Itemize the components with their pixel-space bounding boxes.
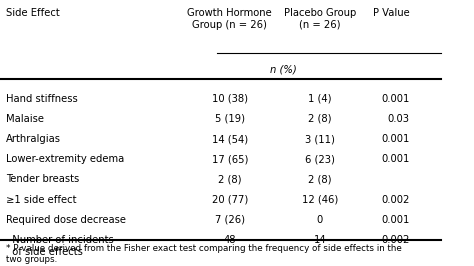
Text: 0.001: 0.001 <box>382 215 410 225</box>
Text: Lower-extremity edema: Lower-extremity edema <box>6 154 124 164</box>
Text: 14 (54): 14 (54) <box>212 134 248 144</box>
Text: 3 (11): 3 (11) <box>305 134 335 144</box>
Text: 17 (65): 17 (65) <box>211 154 248 164</box>
Text: Tender breasts: Tender breasts <box>6 174 79 184</box>
Text: 5 (19): 5 (19) <box>215 114 245 124</box>
Text: 14: 14 <box>313 235 326 245</box>
Text: 12 (46): 12 (46) <box>301 195 338 205</box>
Text: P Value: P Value <box>373 7 410 18</box>
Text: 7 (26): 7 (26) <box>215 215 245 225</box>
Text: 20 (77): 20 (77) <box>211 195 248 205</box>
Text: 0.001: 0.001 <box>382 94 410 104</box>
Text: n (%): n (%) <box>270 64 297 74</box>
Text: 0: 0 <box>317 215 323 225</box>
Text: Arthralgias: Arthralgias <box>6 134 61 144</box>
Text: 2 (8): 2 (8) <box>308 174 331 184</box>
Text: Required dose decrease: Required dose decrease <box>6 215 126 225</box>
Text: 0.002: 0.002 <box>382 235 410 245</box>
Text: 2 (8): 2 (8) <box>308 114 331 124</box>
Text: 10 (38): 10 (38) <box>212 94 248 104</box>
Text: 0.03: 0.03 <box>388 114 410 124</box>
Text: 0.001: 0.001 <box>382 154 410 164</box>
Text: Side Effect: Side Effect <box>6 7 60 18</box>
Text: Hand stiffness: Hand stiffness <box>6 94 78 104</box>
Text: 0.002: 0.002 <box>382 195 410 205</box>
Text: * P value derived from the Fisher exact test comparing the frequency of side eff: * P value derived from the Fisher exact … <box>6 244 401 264</box>
Text: 0.001: 0.001 <box>382 134 410 144</box>
Text: Malaise: Malaise <box>6 114 44 124</box>
Text: 2 (8): 2 (8) <box>218 174 241 184</box>
Text: Growth Hormone
Group (n = 26): Growth Hormone Group (n = 26) <box>187 7 272 30</box>
Text: Placebo Group
(n = 26): Placebo Group (n = 26) <box>283 7 356 30</box>
Text: Number of incidents
  of side effects: Number of incidents of side effects <box>6 235 114 257</box>
Text: 1 (4): 1 (4) <box>308 94 331 104</box>
Text: ≥1 side effect: ≥1 side effect <box>6 195 76 205</box>
Text: 48: 48 <box>224 235 236 245</box>
Text: 6 (23): 6 (23) <box>305 154 335 164</box>
